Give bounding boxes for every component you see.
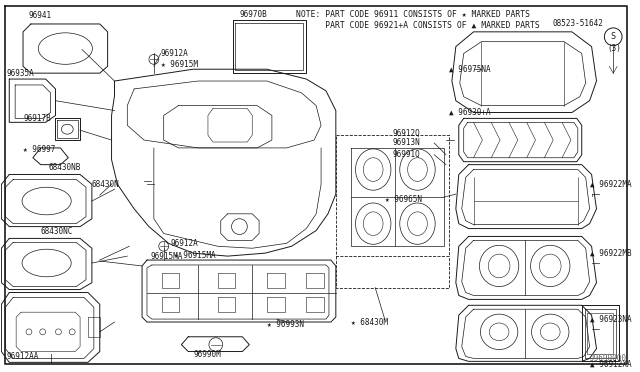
Text: 96912A: 96912A: [171, 239, 198, 248]
Text: ★ 96915M: ★ 96915M: [161, 60, 198, 69]
Text: 96913N: 96913N: [393, 138, 420, 147]
Text: PART CODE 96921+A CONSISTS OF ▲ MARKED PARTS: PART CODE 96921+A CONSISTS OF ▲ MARKED P…: [296, 20, 540, 29]
Text: ★ 96965N: ★ 96965N: [385, 195, 422, 203]
Text: 96970B: 96970B: [239, 10, 267, 19]
Text: 08523-51642: 08523-51642: [552, 19, 603, 29]
Text: ▲ 96923NA: ▲ 96923NA: [589, 315, 631, 324]
Text: NOTE: PART CODE 96911 CONSISTS OF ★ MARKED PARTS: NOTE: PART CODE 96911 CONSISTS OF ★ MARK…: [296, 10, 531, 19]
Text: ★ 96915MA: ★ 96915MA: [173, 251, 215, 260]
Text: 96991Q: 96991Q: [393, 150, 420, 159]
Text: 96912Q: 96912Q: [393, 129, 420, 138]
Text: ▲ 96922MB: ▲ 96922MB: [589, 248, 631, 258]
Text: 96915MA: 96915MA: [151, 251, 183, 261]
Text: (3): (3): [607, 44, 621, 53]
Text: 96990M: 96990M: [193, 350, 221, 359]
Text: 96941: 96941: [29, 11, 52, 20]
Text: ▲ 96912XA: ▲ 96912XA: [589, 360, 631, 369]
Text: 96917B: 96917B: [23, 114, 51, 123]
Text: 68430NC: 68430NC: [41, 227, 73, 236]
Text: 96935A: 96935A: [6, 69, 34, 78]
Text: ▲ 96922MA: ▲ 96922MA: [589, 180, 631, 189]
Text: 96912A: 96912A: [161, 49, 189, 58]
Text: 68430NB: 68430NB: [49, 163, 81, 172]
Text: 68430N: 68430N: [92, 180, 120, 189]
Text: ▲ 96975NA: ▲ 96975NA: [449, 65, 491, 74]
Text: ▲ 96930+A: ▲ 96930+A: [449, 108, 491, 117]
Text: ★ 68430M: ★ 68430M: [351, 318, 388, 327]
Text: S: S: [611, 32, 616, 41]
Text: 96912AA: 96912AA: [6, 352, 38, 361]
Text: ★ 96997: ★ 96997: [23, 145, 56, 154]
Text: J9690000: J9690000: [589, 354, 627, 363]
Text: ★ 96993N: ★ 96993N: [267, 320, 304, 330]
